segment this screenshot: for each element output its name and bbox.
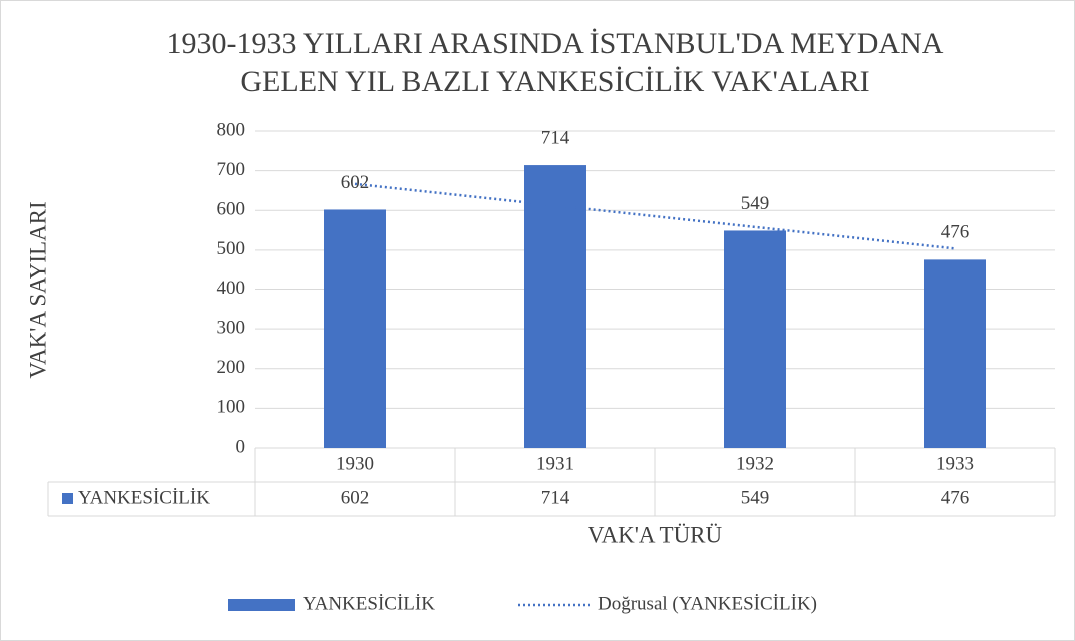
x-tick-label: 1931 bbox=[536, 453, 574, 474]
y-tick-label: 100 bbox=[217, 397, 246, 418]
chart-title: 1930-1933 YILLARI ARASINDA İSTANBUL'DA M… bbox=[167, 27, 944, 60]
x-tick-label: 1932 bbox=[736, 453, 774, 474]
bar bbox=[924, 259, 986, 448]
y-tick-label: 500 bbox=[217, 238, 246, 259]
table-value: 476 bbox=[941, 487, 970, 508]
legend-label: Doğrusal (YANKESİCİLİK) bbox=[598, 593, 817, 614]
x-tick-label: 1933 bbox=[936, 453, 974, 474]
bar bbox=[724, 230, 786, 448]
table-value: 549 bbox=[741, 487, 770, 508]
y-tick-label: 600 bbox=[217, 199, 246, 220]
data-label: 714 bbox=[541, 127, 570, 148]
table-legend-key bbox=[62, 493, 73, 504]
y-tick-label: 200 bbox=[217, 357, 246, 378]
data-label: 476 bbox=[941, 222, 970, 243]
table-value: 714 bbox=[541, 487, 570, 508]
legend-label: YANKESİCİLİK bbox=[303, 593, 435, 614]
y-tick-label: 0 bbox=[236, 436, 246, 457]
y-tick-label: 300 bbox=[217, 317, 246, 338]
legend-key bbox=[228, 599, 295, 611]
bar bbox=[324, 209, 386, 448]
chart-title: GELEN YIL BAZLI YANKESİCİLİK VAK'ALARI bbox=[240, 65, 869, 98]
table-series-name: YANKESİCİLİK bbox=[78, 487, 210, 508]
y-tick-label: 700 bbox=[217, 159, 246, 180]
data-label: 549 bbox=[741, 193, 770, 214]
data-label: 602 bbox=[341, 172, 370, 193]
y-tick-label: 800 bbox=[217, 119, 246, 140]
y-tick-label: 400 bbox=[217, 278, 246, 299]
table-value: 602 bbox=[341, 487, 370, 508]
x-axis-title: VAK'A TÜRÜ bbox=[588, 522, 723, 547]
bar bbox=[524, 165, 586, 448]
y-axis-title: VAK'A SAYILARI bbox=[25, 201, 50, 378]
trendline bbox=[354, 182, 956, 250]
x-tick-label: 1930 bbox=[336, 453, 374, 474]
